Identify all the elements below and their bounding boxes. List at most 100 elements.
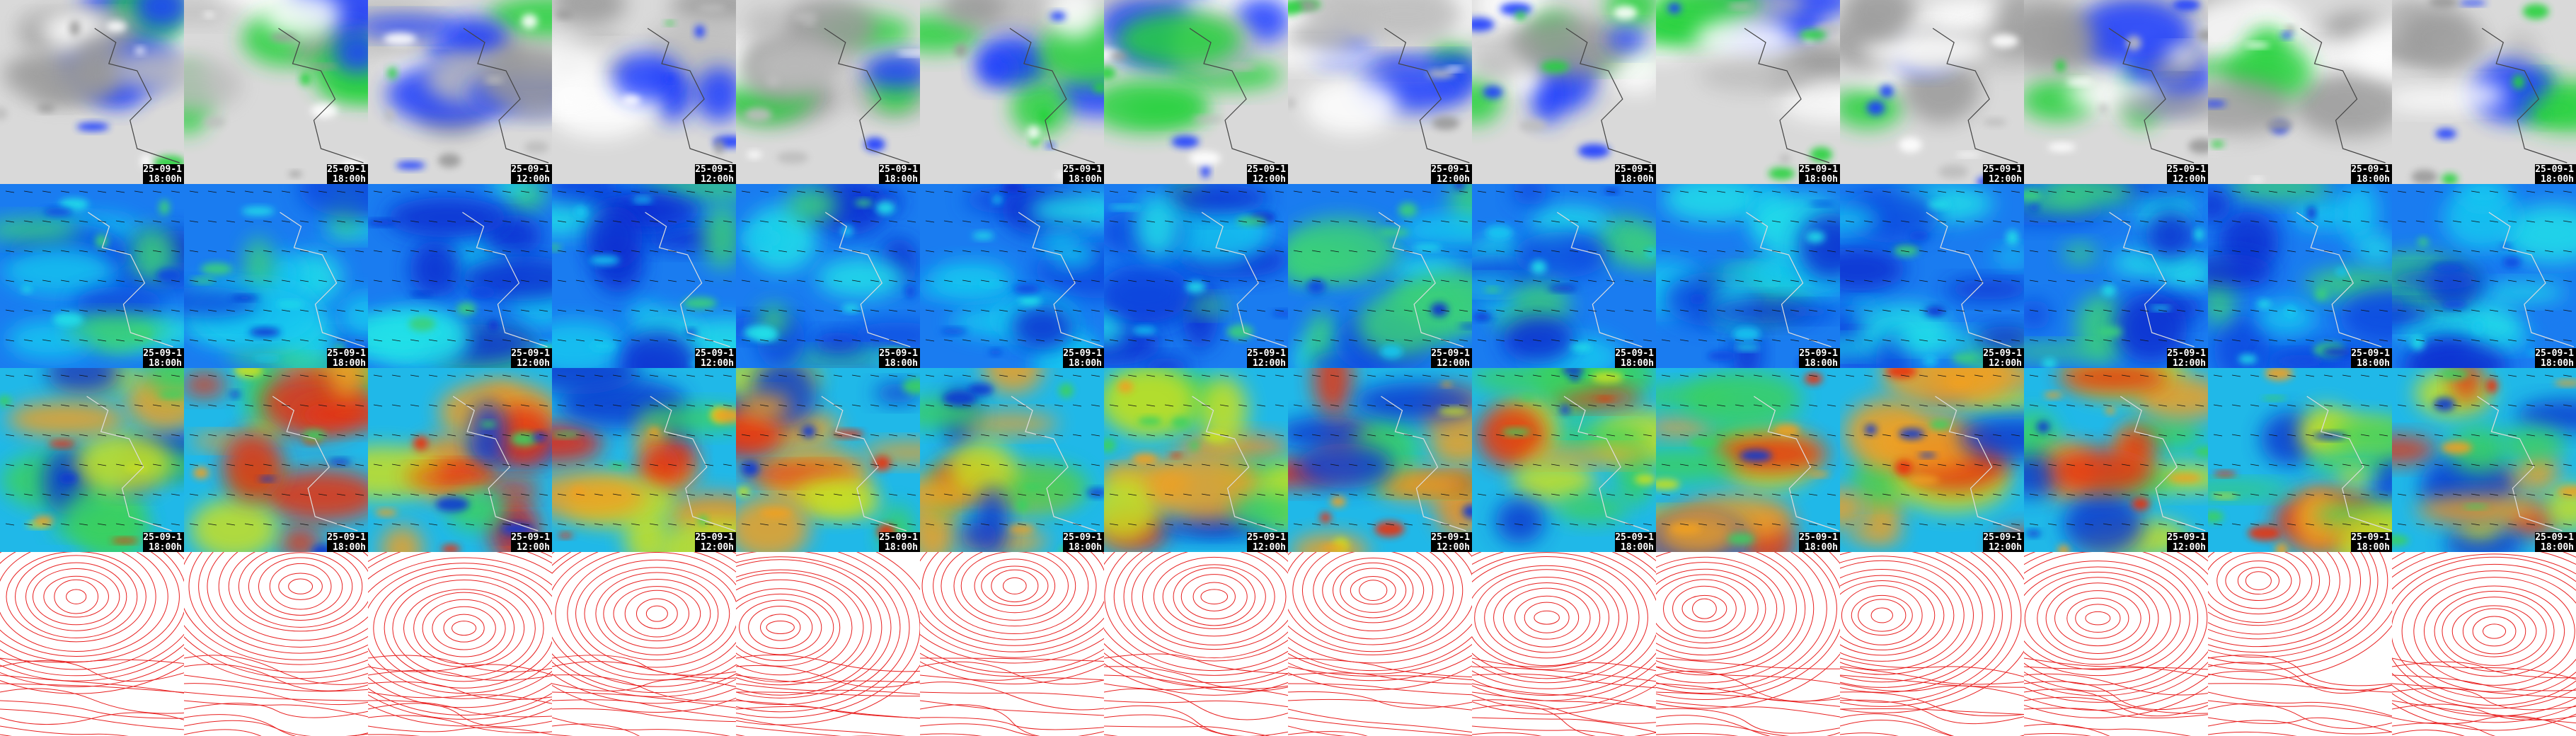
weather-detail bbox=[2029, 202, 2039, 212]
wind-arrow bbox=[1385, 250, 1395, 253]
wind-arrow bbox=[1900, 404, 1910, 407]
wind-arrow bbox=[2415, 339, 2425, 342]
wind-arrow bbox=[631, 434, 640, 437]
isobar bbox=[1288, 691, 1472, 709]
wind-arrow bbox=[1606, 434, 1616, 437]
wind-arrow bbox=[483, 309, 493, 312]
isobar bbox=[1288, 708, 1472, 733]
coastline bbox=[824, 212, 911, 347]
wind-arrow bbox=[1422, 339, 1432, 342]
isobar bbox=[1472, 732, 1542, 736]
wind-arrow bbox=[1955, 250, 1965, 253]
date-label: 25-09-1 bbox=[1063, 532, 1102, 543]
wind-arrow bbox=[2268, 220, 2278, 223]
wind-arrow bbox=[2563, 404, 2572, 407]
weather-detail bbox=[1531, 260, 1547, 275]
wind-arrow bbox=[1477, 493, 1487, 496]
wind-arrow bbox=[2471, 404, 2480, 407]
map-panel: 25-09-112:00h bbox=[1288, 0, 1472, 184]
wind-arrow bbox=[1495, 523, 1505, 526]
wind-arrow bbox=[1164, 250, 1174, 253]
map-panel: 25-09-118:00h bbox=[2208, 368, 2392, 552]
wind-arrow bbox=[962, 434, 972, 437]
coastline bbox=[86, 396, 172, 531]
wind-arrow bbox=[667, 374, 677, 377]
wind-arrow bbox=[2360, 280, 2370, 282]
isobar bbox=[552, 708, 736, 723]
wind-arrow bbox=[226, 523, 236, 526]
weather-detail bbox=[1185, 281, 1206, 293]
isobar bbox=[1104, 666, 1288, 689]
coastline bbox=[1384, 28, 1470, 163]
wind-arrow bbox=[1091, 404, 1100, 407]
wind-arrow bbox=[299, 434, 309, 437]
isobar bbox=[2024, 552, 2208, 703]
weather-detail bbox=[1430, 302, 1449, 317]
wind-arrow bbox=[5, 309, 15, 312]
wind-arrow bbox=[778, 280, 788, 282]
wind-arrow bbox=[575, 220, 585, 223]
wind-arrow bbox=[1311, 374, 1321, 377]
label-box bbox=[511, 164, 552, 184]
wind-arrow bbox=[1955, 374, 1965, 377]
wind-arrow bbox=[2029, 464, 2039, 466]
wind-arrow bbox=[612, 434, 622, 437]
wind-arrow bbox=[1624, 434, 1634, 437]
wind-arrow bbox=[1974, 190, 1984, 193]
wind-arrow bbox=[778, 434, 788, 437]
isobar bbox=[1313, 552, 1434, 632]
wind-arrow bbox=[723, 464, 732, 466]
wind-arrow bbox=[2397, 464, 2407, 466]
wind-arrow bbox=[1440, 493, 1450, 496]
wind-arrow bbox=[207, 523, 217, 526]
wind-arrow bbox=[1882, 434, 1892, 437]
weather-detail bbox=[2036, 420, 2050, 433]
wind-arrow bbox=[1716, 339, 1726, 342]
wind-arrow bbox=[2434, 464, 2444, 466]
wind-arrow bbox=[2121, 280, 2131, 282]
label-box bbox=[2167, 348, 2208, 368]
isobar bbox=[1002, 577, 1027, 594]
wind-arrow bbox=[2084, 339, 2094, 342]
wind-arrow bbox=[778, 250, 788, 253]
wind-arrow bbox=[1514, 493, 1524, 496]
isobar bbox=[552, 552, 736, 687]
wind-arrow bbox=[2011, 374, 2020, 377]
wind-arrow bbox=[134, 190, 144, 193]
weather-detail bbox=[2257, 299, 2272, 309]
wind-arrow bbox=[1698, 493, 1708, 496]
isobar bbox=[552, 655, 736, 676]
isobar bbox=[1656, 574, 1759, 643]
wind-arrow bbox=[2452, 220, 2462, 223]
isobar bbox=[0, 700, 184, 719]
weather-blob bbox=[1011, 79, 1070, 137]
wind-arrow bbox=[796, 464, 806, 466]
label-box bbox=[1615, 164, 1656, 184]
wind-arrow bbox=[373, 220, 383, 223]
isobar bbox=[368, 682, 552, 701]
wind-arrow bbox=[2047, 464, 2057, 466]
wind-arrow bbox=[2066, 309, 2076, 312]
isobar bbox=[368, 703, 552, 728]
weather-detail bbox=[1229, 64, 1256, 70]
wind-arrow bbox=[2563, 309, 2572, 312]
map-image: 25-09-112:00h bbox=[1104, 184, 1288, 368]
wind-arrow bbox=[2489, 434, 2499, 437]
wind-arrow bbox=[2415, 434, 2425, 437]
wind-arrow bbox=[1109, 280, 1119, 282]
wind-arrow bbox=[2011, 250, 2020, 253]
date-label: 25-09-1 bbox=[1247, 348, 1286, 359]
weather-blob bbox=[1887, 330, 1989, 350]
weather-detail bbox=[1473, 313, 1492, 321]
wind-arrow bbox=[1624, 464, 1634, 466]
wind-arrow bbox=[1661, 190, 1671, 193]
isobar bbox=[1840, 732, 1899, 736]
wind-arrow bbox=[207, 250, 217, 253]
wind-arrow bbox=[1716, 190, 1726, 193]
wind-arrow bbox=[2397, 190, 2407, 193]
weather-blob bbox=[2059, 368, 2168, 393]
weather-detail bbox=[2126, 35, 2141, 51]
wind-arrow bbox=[355, 220, 364, 223]
wind-arrow bbox=[115, 374, 125, 377]
wind-arrow bbox=[1882, 523, 1892, 526]
